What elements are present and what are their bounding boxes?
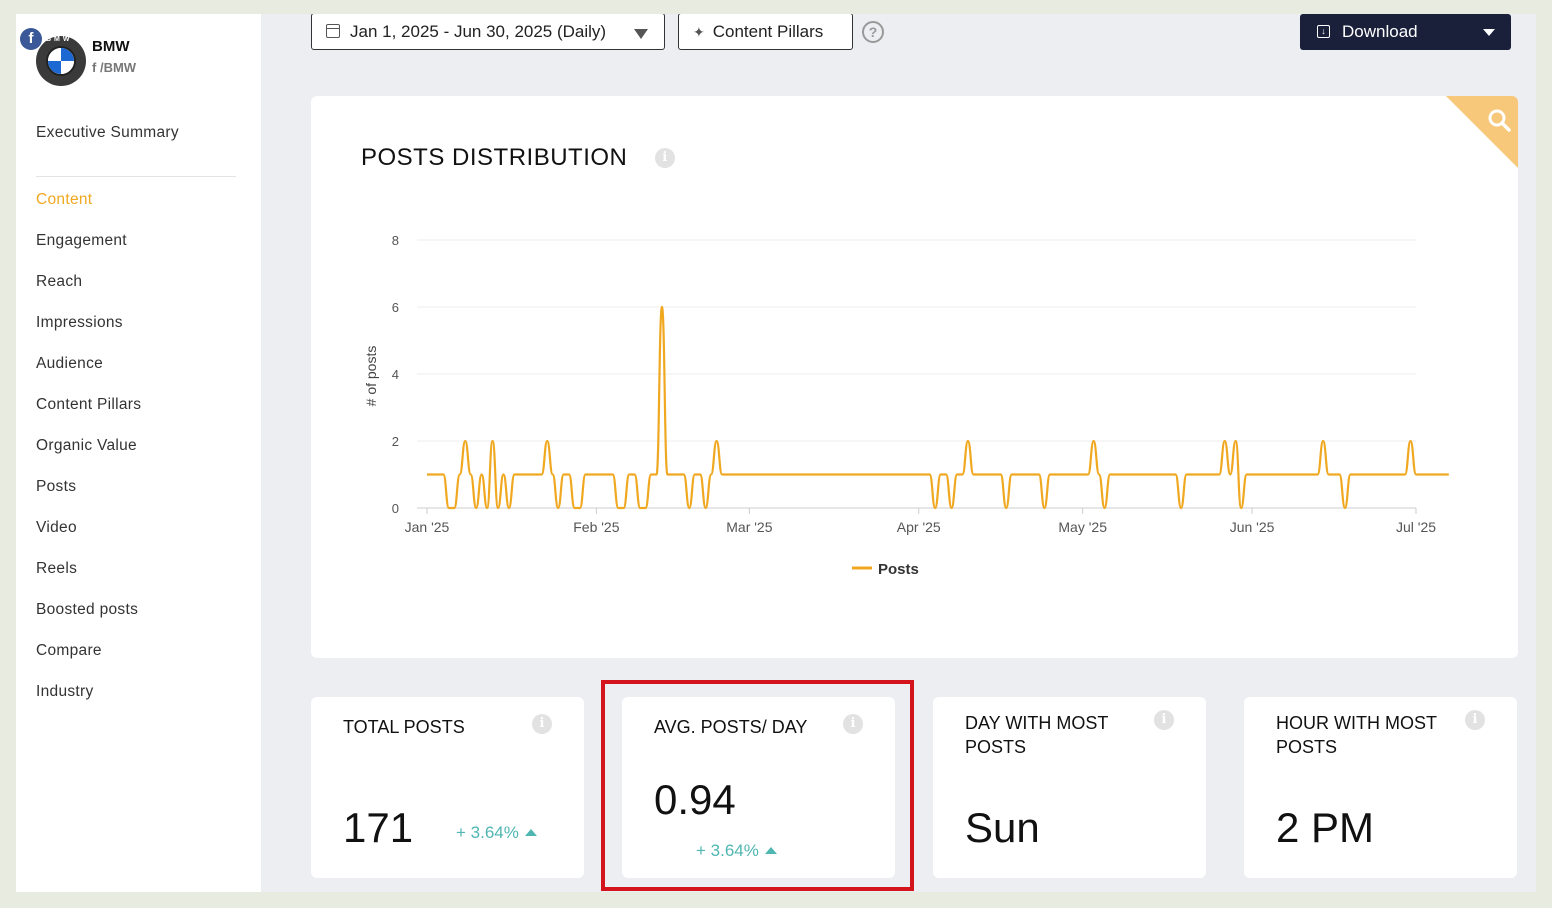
content-pillars-button[interactable]: ✦ Content Pillars (678, 14, 853, 50)
info-icon[interactable]: i (843, 714, 863, 734)
brand-logo: BMW f (20, 28, 86, 86)
posts-distribution-card: POSTS DISTRIBUTION i 0 2 4 6 8 Jan '25 Feb '25… (311, 96, 1518, 658)
download-button[interactable]: ↓ Download (1300, 14, 1511, 50)
download-icon: ↓ (1317, 25, 1330, 38)
sidebar-item-video[interactable]: Video (36, 519, 77, 536)
info-icon[interactable]: i (1154, 710, 1174, 730)
download-label: Download (1342, 22, 1418, 41)
sidebar-item-compare[interactable]: Compare (36, 642, 102, 659)
legend-label: Posts (878, 561, 919, 578)
stat-day-with-most-posts: DAY WITH MOST POSTS i Sun (933, 697, 1206, 878)
sidebar-item-engagement[interactable]: Engagement (36, 232, 127, 249)
posts-line-chart: 0 2 4 6 8 Jan '25 Feb '25 Mar '25 Apr '25 May '25… (363, 233, 1449, 578)
content-pillars-label: Content Pillars (712, 22, 824, 41)
chevron-down-icon (634, 29, 648, 39)
sidebar-item-audience[interactable]: Audience (36, 355, 104, 372)
stat-total-posts: TOTAL POSTS i 171 + 3.64% (311, 697, 584, 878)
chart-title: POSTS DISTRIBUTION i (361, 144, 675, 172)
y-tick-label: 2 (392, 434, 399, 449)
sidebar-item-boosted-posts[interactable]: Boosted posts (36, 601, 139, 618)
brand-header: BMW f BMW f /BMW (20, 28, 236, 86)
y-tick-label: 0 (392, 501, 399, 516)
x-tick-label: Jul '25 (1396, 519, 1436, 535)
brand-handle-text: /BMW (99, 60, 137, 75)
stat-change: + 3.64% (696, 841, 777, 861)
arrow-up-icon (764, 847, 777, 854)
sparkle-icon: ✦ (693, 24, 705, 40)
x-tick-label: May '25 (1058, 519, 1107, 535)
arrow-up-icon (524, 829, 537, 836)
stat-avg-posts-per-day: AVG. POSTS/ DAY i 0.94 + 3.64% (622, 697, 895, 878)
sidebar-item-organic-value[interactable]: Organic Value (36, 437, 137, 454)
stat-change-text: + 3.64% (456, 823, 519, 842)
x-tick-label: Jun '25 (1230, 519, 1275, 535)
stat-value: Sun (965, 804, 1040, 851)
logo-roundel (46, 46, 76, 76)
brand-name: BMW (92, 38, 130, 55)
caret-down-icon[interactable] (1483, 29, 1495, 36)
stat-value: 171 (343, 804, 414, 851)
sidebar-nav: Executive Summary Content Engagement Rea… (36, 122, 236, 722)
sidebar-item-impressions[interactable]: Impressions (36, 314, 123, 331)
date-range-label: Jan 1, 2025 - Jun 30, 2025 (Daily) (350, 22, 607, 41)
sidebar-item-content-pillars[interactable]: Content Pillars (36, 396, 142, 413)
brand-handle: f /BMW (92, 60, 136, 75)
sidebar-item-posts[interactable]: Posts (36, 478, 77, 495)
sidebar-item-content[interactable]: Content (36, 191, 93, 208)
stat-label: DAY WITH MOST POSTS (965, 713, 1109, 757)
logo-lettering: BMW (46, 36, 73, 43)
y-tick-label: 6 (392, 300, 399, 315)
calendar-icon (326, 24, 340, 38)
highlight-box (601, 680, 914, 891)
stat-value: 2 PM (1276, 804, 1375, 851)
stat-value: 0.94 (654, 776, 736, 823)
x-tick-label: Mar '25 (726, 519, 772, 535)
info-icon[interactable]: i (1465, 710, 1485, 730)
sidebar-item-industry[interactable]: Industry (36, 683, 94, 700)
info-icon[interactable]: i (532, 714, 552, 734)
sidebar-item-reels[interactable]: Reels (36, 560, 78, 577)
y-tick-label: 8 (392, 233, 399, 248)
chart-title-text: POSTS DISTRIBUTION (361, 144, 628, 171)
sidebar-item-executive-summary[interactable]: Executive Summary (36, 122, 236, 177)
x-tick-label: Apr '25 (897, 519, 941, 535)
app-frame: BMW f BMW f /BMW Executive Summary Conte… (16, 14, 1536, 892)
x-tick-label: Jan '25 (405, 519, 450, 535)
y-tick-label: 4 (392, 367, 399, 382)
stat-hour-with-most-posts: HOUR WITH MOST POSTS i 2 PM (1244, 697, 1517, 878)
zoom-corner[interactable] (1446, 96, 1518, 168)
sidebar: BMW f BMW f /BMW Executive Summary Conte… (16, 14, 261, 892)
sidebar-item-reach[interactable]: Reach (36, 273, 83, 290)
stat-label: AVG. POSTS/ DAY (654, 717, 808, 737)
y-axis-label: # of posts (363, 346, 379, 407)
help-icon[interactable]: ? (862, 21, 884, 43)
search-icon[interactable] (1486, 108, 1512, 134)
x-tick-label: Feb '25 (573, 519, 619, 535)
stat-label: TOTAL POSTS (343, 717, 465, 737)
series-line-posts (427, 305, 1449, 510)
stat-change: + 3.64% (456, 823, 537, 843)
stat-label: HOUR WITH MOST POSTS (1276, 713, 1437, 757)
info-icon[interactable]: i (655, 148, 675, 168)
date-range-dropdown[interactable]: Jan 1, 2025 - Jun 30, 2025 (Daily) (311, 14, 665, 50)
facebook-icon: f (20, 28, 42, 50)
facebook-small-icon: f (92, 60, 97, 75)
stat-change-text: + 3.64% (696, 841, 759, 860)
